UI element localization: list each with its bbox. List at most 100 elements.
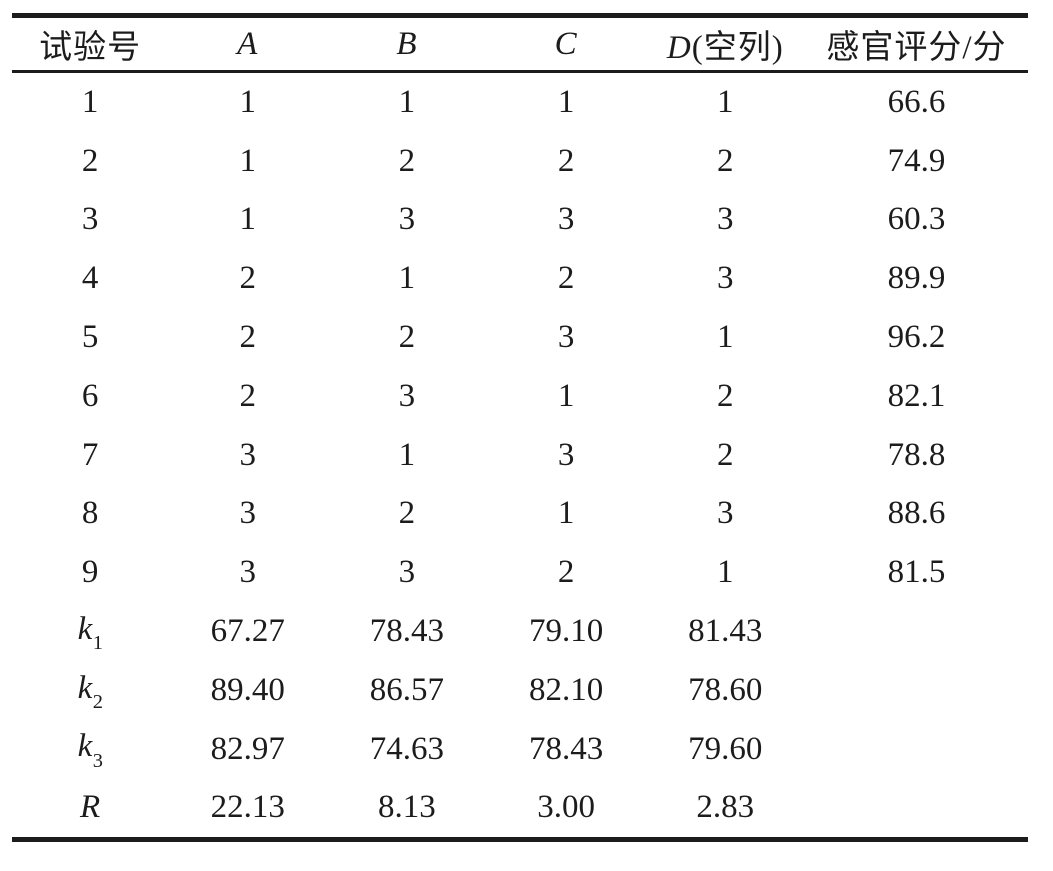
table-cell: 2 <box>717 142 734 179</box>
column-header: D(空列) <box>645 15 805 73</box>
table-cell: 96.2 <box>887 319 946 356</box>
table-cell <box>805 661 1028 720</box>
row-label: k3 <box>12 720 168 779</box>
table-cell: 3 <box>239 554 256 591</box>
table-cell <box>805 720 1028 779</box>
row-label: 8 <box>12 485 168 544</box>
row-label-text: k <box>77 610 93 647</box>
table-row: 9 3 3 2 1 81.5 <box>12 543 1028 602</box>
row-label-text: 5 <box>81 319 99 356</box>
table-cell: 1 <box>717 83 734 120</box>
table-cell: 82.10 <box>528 671 604 708</box>
row-label-subscript: 3 <box>92 750 103 773</box>
table-cell: 1 <box>398 436 416 473</box>
column-header: B <box>327 15 487 73</box>
table-cell: 1 <box>239 83 256 120</box>
row-label-text: 4 <box>81 260 99 297</box>
table-cell: 1 <box>557 377 575 414</box>
header-row: 试验号 A B C D(空列) 感官评分/分 <box>12 15 1028 73</box>
table-row: 6 2 3 1 2 82.1 <box>12 367 1028 426</box>
table-cell: 2.83 <box>696 789 755 826</box>
table-cell: 89.40 <box>210 671 285 708</box>
row-label-text: 2 <box>81 142 99 179</box>
table-cell: 79.60 <box>688 730 763 767</box>
row-label-text: k <box>77 669 93 706</box>
table-cell: 86.57 <box>369 671 445 708</box>
table-cell: 74.63 <box>369 730 445 767</box>
table-cell: 1 <box>398 83 416 120</box>
table-body: 1 1 1 1 1 66.6 2 1 2 2 2 74.9 3 1 3 3 3 60.3 4 2 1 2 3 89.9 5 2 2 3… <box>12 72 1028 840</box>
table-cell: 3 <box>398 554 416 591</box>
table-cell: 78.43 <box>369 613 445 650</box>
column-header-label: 试验号 <box>39 30 142 66</box>
column-header-label: D <box>666 30 692 66</box>
row-label: 3 <box>12 191 168 250</box>
table-row: k2 89.40 86.57 82.10 78.60 <box>12 661 1028 720</box>
table-cell: 1 <box>557 83 575 120</box>
table-cell: 2 <box>239 260 256 297</box>
row-label: k2 <box>12 661 168 720</box>
table-cell: 88.6 <box>887 495 946 532</box>
table-cell: 81.5 <box>887 554 946 591</box>
table-row: 7 3 1 3 2 78.8 <box>12 426 1028 485</box>
table-cell: 2 <box>717 436 734 473</box>
row-label-text: 7 <box>81 436 99 473</box>
row-label-subscript: 2 <box>92 691 103 714</box>
row-label: 5 <box>12 308 168 367</box>
table-cell: 22.13 <box>210 789 285 826</box>
table-cell: 89.9 <box>887 260 946 297</box>
column-header-label: A <box>237 25 259 62</box>
table-cell: 2 <box>557 142 575 179</box>
table-cell: 78.8 <box>887 436 946 473</box>
table-row: k1 67.27 78.43 79.10 81.43 <box>12 602 1028 661</box>
table-row: R 22.13 8.13 3.00 2.83 <box>12 779 1028 840</box>
table-cell: 2 <box>239 377 256 414</box>
row-label-text: R <box>79 789 101 826</box>
column-header: C <box>486 15 646 73</box>
column-header-label: C <box>554 25 578 62</box>
table-header: 试验号 A B C D(空列) 感官评分/分 <box>12 15 1028 73</box>
table-cell: 74.9 <box>887 142 946 179</box>
row-label: 9 <box>12 543 168 602</box>
table-cell: 2 <box>398 495 416 532</box>
table-cell: 3 <box>239 436 256 473</box>
table-cell: 79.10 <box>528 613 604 650</box>
table-row: 1 1 1 1 1 66.6 <box>12 72 1028 132</box>
table-cell: 82.1 <box>887 377 946 414</box>
table-cell: 3 <box>557 319 575 356</box>
row-label: 7 <box>12 426 168 485</box>
table-cell: 66.6 <box>887 83 946 120</box>
table-cell: 3.00 <box>537 789 595 826</box>
orthogonal-test-table: 试验号 A B C D(空列) 感官评分/分 1 1 1 1 1 66.6 2 1 2 2 2 74.9 3 1 3 3… <box>12 13 1028 843</box>
table-cell: 2 <box>717 377 734 414</box>
column-header: 试验号 <box>12 15 169 73</box>
row-label-text: 6 <box>81 377 99 414</box>
row-label-subscript: 1 <box>92 632 103 655</box>
table-cell: 3 <box>398 377 416 414</box>
table-cell: 3 <box>717 495 734 532</box>
column-header: A <box>168 15 328 73</box>
table-container: 试验号 A B C D(空列) 感官评分/分 1 1 1 1 1 66.6 2 1 2 2 2 74.9 3 1 3 3… <box>12 13 1028 843</box>
row-label-text: 8 <box>81 495 99 532</box>
row-label: 2 <box>12 132 168 191</box>
table-cell: 3 <box>398 201 416 238</box>
table-cell: 2 <box>398 142 416 179</box>
table-cell: 2 <box>398 319 416 356</box>
table-cell: 3 <box>239 495 256 532</box>
row-label: 1 <box>12 72 168 132</box>
table-row: 8 3 2 1 3 88.6 <box>12 485 1028 544</box>
table-cell: 1 <box>239 142 256 179</box>
row-label-text: 1 <box>81 83 99 120</box>
table-cell: 3 <box>717 201 734 238</box>
table-row: 4 2 1 2 3 89.9 <box>12 249 1028 308</box>
row-label-text: k <box>77 728 93 765</box>
table-cell: 78.43 <box>528 730 604 767</box>
column-header: 感官评分/分 <box>804 15 1028 73</box>
table-row: k3 82.97 74.63 78.43 79.60 <box>12 720 1028 779</box>
table-cell: 67.27 <box>210 613 285 650</box>
row-label-text: 3 <box>81 201 99 238</box>
table-cell: 2 <box>557 260 575 297</box>
table-cell: 3 <box>557 201 575 238</box>
table-cell: 81.43 <box>688 613 763 650</box>
table-cell: 8.13 <box>378 789 436 826</box>
